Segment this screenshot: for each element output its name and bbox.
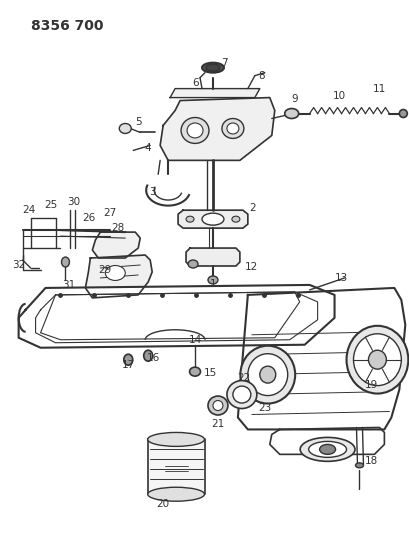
Ellipse shape xyxy=(240,346,294,403)
Polygon shape xyxy=(18,285,334,348)
Polygon shape xyxy=(170,88,259,98)
Ellipse shape xyxy=(368,350,385,369)
Text: 29: 29 xyxy=(99,265,112,275)
Text: 27: 27 xyxy=(103,208,117,218)
Text: 13: 13 xyxy=(334,273,347,283)
Text: 15: 15 xyxy=(203,368,216,378)
Ellipse shape xyxy=(259,366,275,383)
Ellipse shape xyxy=(247,354,287,395)
Polygon shape xyxy=(269,427,384,454)
Text: 4: 4 xyxy=(144,143,151,154)
Polygon shape xyxy=(148,439,204,494)
Polygon shape xyxy=(92,232,140,258)
Text: 12: 12 xyxy=(245,262,258,272)
Text: 21: 21 xyxy=(211,419,224,430)
Ellipse shape xyxy=(226,381,256,408)
Text: 22: 22 xyxy=(237,373,250,383)
Text: 7: 7 xyxy=(220,58,227,68)
Text: 16: 16 xyxy=(146,353,160,362)
Text: 3: 3 xyxy=(148,187,155,197)
Text: 5: 5 xyxy=(135,117,141,127)
Ellipse shape xyxy=(186,216,193,222)
Polygon shape xyxy=(186,248,239,266)
Ellipse shape xyxy=(346,326,407,393)
Ellipse shape xyxy=(188,260,198,268)
Ellipse shape xyxy=(105,265,125,280)
Ellipse shape xyxy=(319,445,335,454)
Text: 32: 32 xyxy=(12,260,25,270)
Text: 18: 18 xyxy=(364,456,377,466)
Ellipse shape xyxy=(189,367,200,376)
Text: 9: 9 xyxy=(291,94,297,103)
Ellipse shape xyxy=(221,118,243,139)
Polygon shape xyxy=(85,255,152,298)
Ellipse shape xyxy=(284,109,298,118)
Ellipse shape xyxy=(226,123,238,134)
Ellipse shape xyxy=(207,276,218,284)
Ellipse shape xyxy=(231,216,239,222)
Text: 26: 26 xyxy=(81,213,95,223)
Text: 31: 31 xyxy=(62,280,75,290)
Ellipse shape xyxy=(398,110,406,117)
Text: 14: 14 xyxy=(188,335,201,345)
Text: 2: 2 xyxy=(249,203,256,213)
Text: 1: 1 xyxy=(209,279,216,289)
Text: 20: 20 xyxy=(156,499,169,509)
Text: 24: 24 xyxy=(22,205,35,215)
Ellipse shape xyxy=(147,432,204,447)
Text: 23: 23 xyxy=(258,402,271,413)
Polygon shape xyxy=(160,98,274,160)
Ellipse shape xyxy=(299,438,354,462)
Text: 8: 8 xyxy=(258,71,265,80)
Ellipse shape xyxy=(119,124,131,133)
Text: 25: 25 xyxy=(44,200,57,210)
Ellipse shape xyxy=(212,400,222,410)
Text: 6: 6 xyxy=(192,78,199,87)
Ellipse shape xyxy=(147,487,204,501)
Text: 11: 11 xyxy=(372,84,385,94)
Ellipse shape xyxy=(355,463,362,468)
Ellipse shape xyxy=(187,123,202,138)
Text: 10: 10 xyxy=(332,91,345,101)
Ellipse shape xyxy=(232,386,250,403)
Text: 17: 17 xyxy=(121,360,135,370)
Text: 28: 28 xyxy=(111,223,125,233)
Ellipse shape xyxy=(308,441,346,457)
Ellipse shape xyxy=(202,63,223,72)
Ellipse shape xyxy=(144,350,152,361)
Text: 19: 19 xyxy=(364,379,377,390)
Text: 8356 700: 8356 700 xyxy=(31,19,103,33)
Ellipse shape xyxy=(181,117,209,143)
Polygon shape xyxy=(178,210,247,228)
Ellipse shape xyxy=(205,64,219,71)
Polygon shape xyxy=(237,288,405,430)
Ellipse shape xyxy=(124,354,133,365)
Text: 30: 30 xyxy=(67,197,80,207)
Ellipse shape xyxy=(202,213,223,225)
Ellipse shape xyxy=(207,396,227,415)
Ellipse shape xyxy=(61,257,69,267)
Ellipse shape xyxy=(353,334,400,385)
